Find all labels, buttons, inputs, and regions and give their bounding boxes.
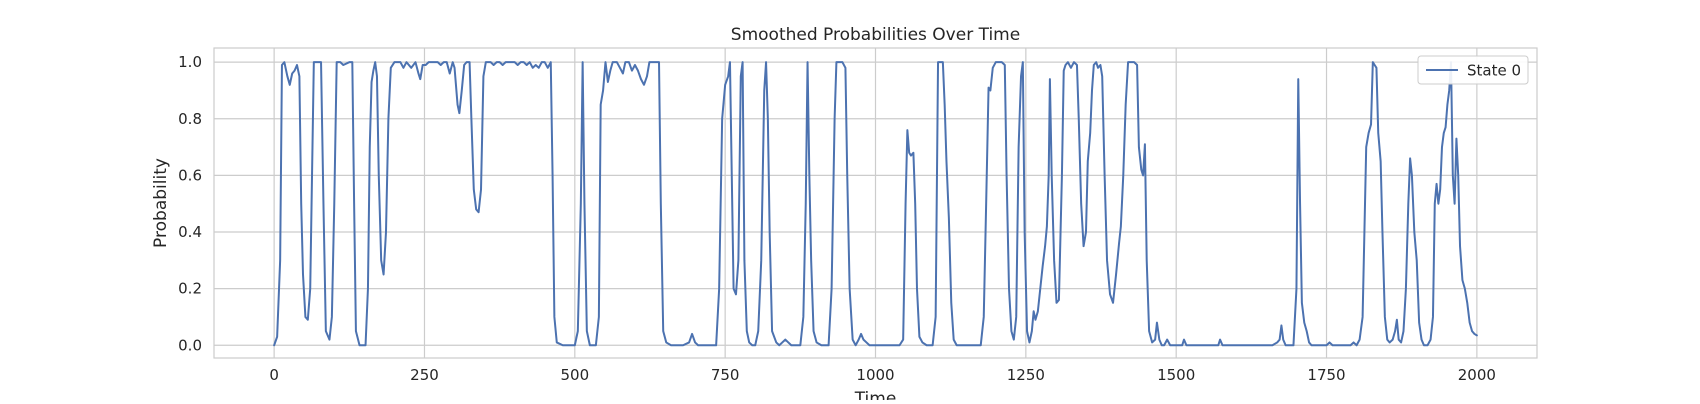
y-tick-label: 0.4 — [178, 223, 202, 241]
x-tick-label: 1000 — [856, 366, 894, 384]
y-tick-label: 0.2 — [178, 280, 202, 298]
series-line-state-0 — [273, 61, 1478, 347]
y-tick-label: 0.6 — [178, 166, 202, 184]
x-tick-label: 500 — [560, 366, 589, 384]
y-tick-label: 0.0 — [178, 336, 202, 354]
x-axis-label: Time — [854, 389, 897, 400]
y-tick-label: 1.0 — [178, 53, 202, 71]
x-tick-label: 250 — [410, 366, 439, 384]
legend-label-state-0: State 0 — [1467, 62, 1521, 80]
chart-title: Smoothed Probabilities Over Time — [731, 25, 1020, 45]
x-tick-label: 750 — [711, 366, 740, 384]
x-tick-label: 1500 — [1157, 366, 1195, 384]
plot-area-border — [213, 47, 1538, 359]
x-tick-label: 2000 — [1458, 366, 1496, 384]
legend-box — [1417, 55, 1529, 85]
y-axis-ticks: 0.0 0.2 0.4 0.6 0.8 1.0 — [178, 53, 202, 354]
series-layer — [273, 61, 1478, 347]
x-tick-label: 0 — [269, 366, 279, 384]
x-tick-label: 1250 — [1007, 366, 1045, 384]
x-axis-ticks: 0 250 500 750 1000 1250 1500 1750 2000 — [269, 366, 1496, 384]
y-axis-label: Probability — [151, 158, 171, 248]
y-tick-label: 0.8 — [178, 110, 202, 128]
legend: State 0 — [1417, 55, 1529, 85]
x-tick-label: 1750 — [1307, 366, 1345, 384]
